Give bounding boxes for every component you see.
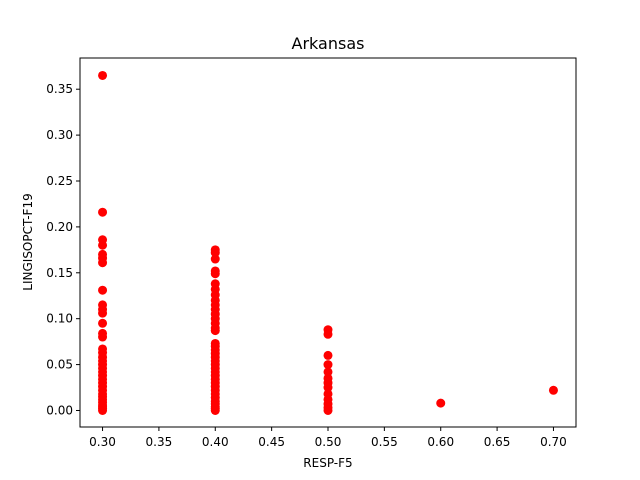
data-point	[98, 70, 108, 80]
data-point	[210, 405, 220, 415]
y-tick-label: 0.20	[46, 220, 73, 234]
data-point	[210, 269, 220, 279]
data-point	[323, 383, 333, 393]
x-axis: 0.30 0.35 0.40 0.45 0.50 0.55 0.60 0.65 0.70	[89, 427, 567, 449]
data-point	[98, 308, 108, 318]
data-point	[98, 285, 108, 295]
y-tick-label: 0.10	[46, 312, 73, 326]
x-tick-label: 0.65	[484, 435, 511, 449]
x-axis-label: RESP-F5	[303, 456, 352, 470]
x-tick-label: 0.50	[315, 435, 342, 449]
y-tick-label: 0.00	[46, 403, 73, 417]
x-tick-label: 0.40	[202, 435, 229, 449]
data-point	[98, 405, 108, 415]
data-point	[98, 332, 108, 342]
data-point	[548, 385, 558, 395]
data-point	[323, 350, 333, 360]
data-point	[98, 240, 108, 250]
data-point	[323, 329, 333, 339]
y-tick-label: 0.05	[46, 358, 73, 372]
data-point	[98, 258, 108, 268]
data-point	[210, 248, 220, 258]
data-point	[323, 405, 333, 415]
x-tick-label: 0.30	[89, 435, 116, 449]
x-tick-label: 0.45	[258, 435, 285, 449]
y-tick-label: 0.35	[46, 82, 73, 96]
data-point	[98, 207, 108, 217]
data-point	[323, 360, 333, 370]
x-tick-label: 0.60	[427, 435, 454, 449]
y-tick-label: 0.15	[46, 266, 73, 280]
x-tick-label: 0.35	[146, 435, 173, 449]
y-tick-label: 0.25	[46, 174, 73, 188]
data-point	[98, 318, 108, 328]
y-axis: 0.00 0.05 0.10 0.15 0.20 0.25 0.30 0.35	[46, 82, 80, 417]
x-tick-label: 0.70	[540, 435, 567, 449]
data-point	[210, 326, 220, 336]
data-point	[436, 398, 446, 408]
data-point	[210, 254, 220, 264]
y-tick-label: 0.30	[46, 128, 73, 142]
x-tick-label: 0.55	[371, 435, 398, 449]
data-points	[98, 70, 558, 415]
chart-title: Arkansas	[292, 34, 365, 53]
y-axis-label: LINGISOPCT-F19	[21, 193, 35, 290]
data-point	[323, 367, 333, 377]
